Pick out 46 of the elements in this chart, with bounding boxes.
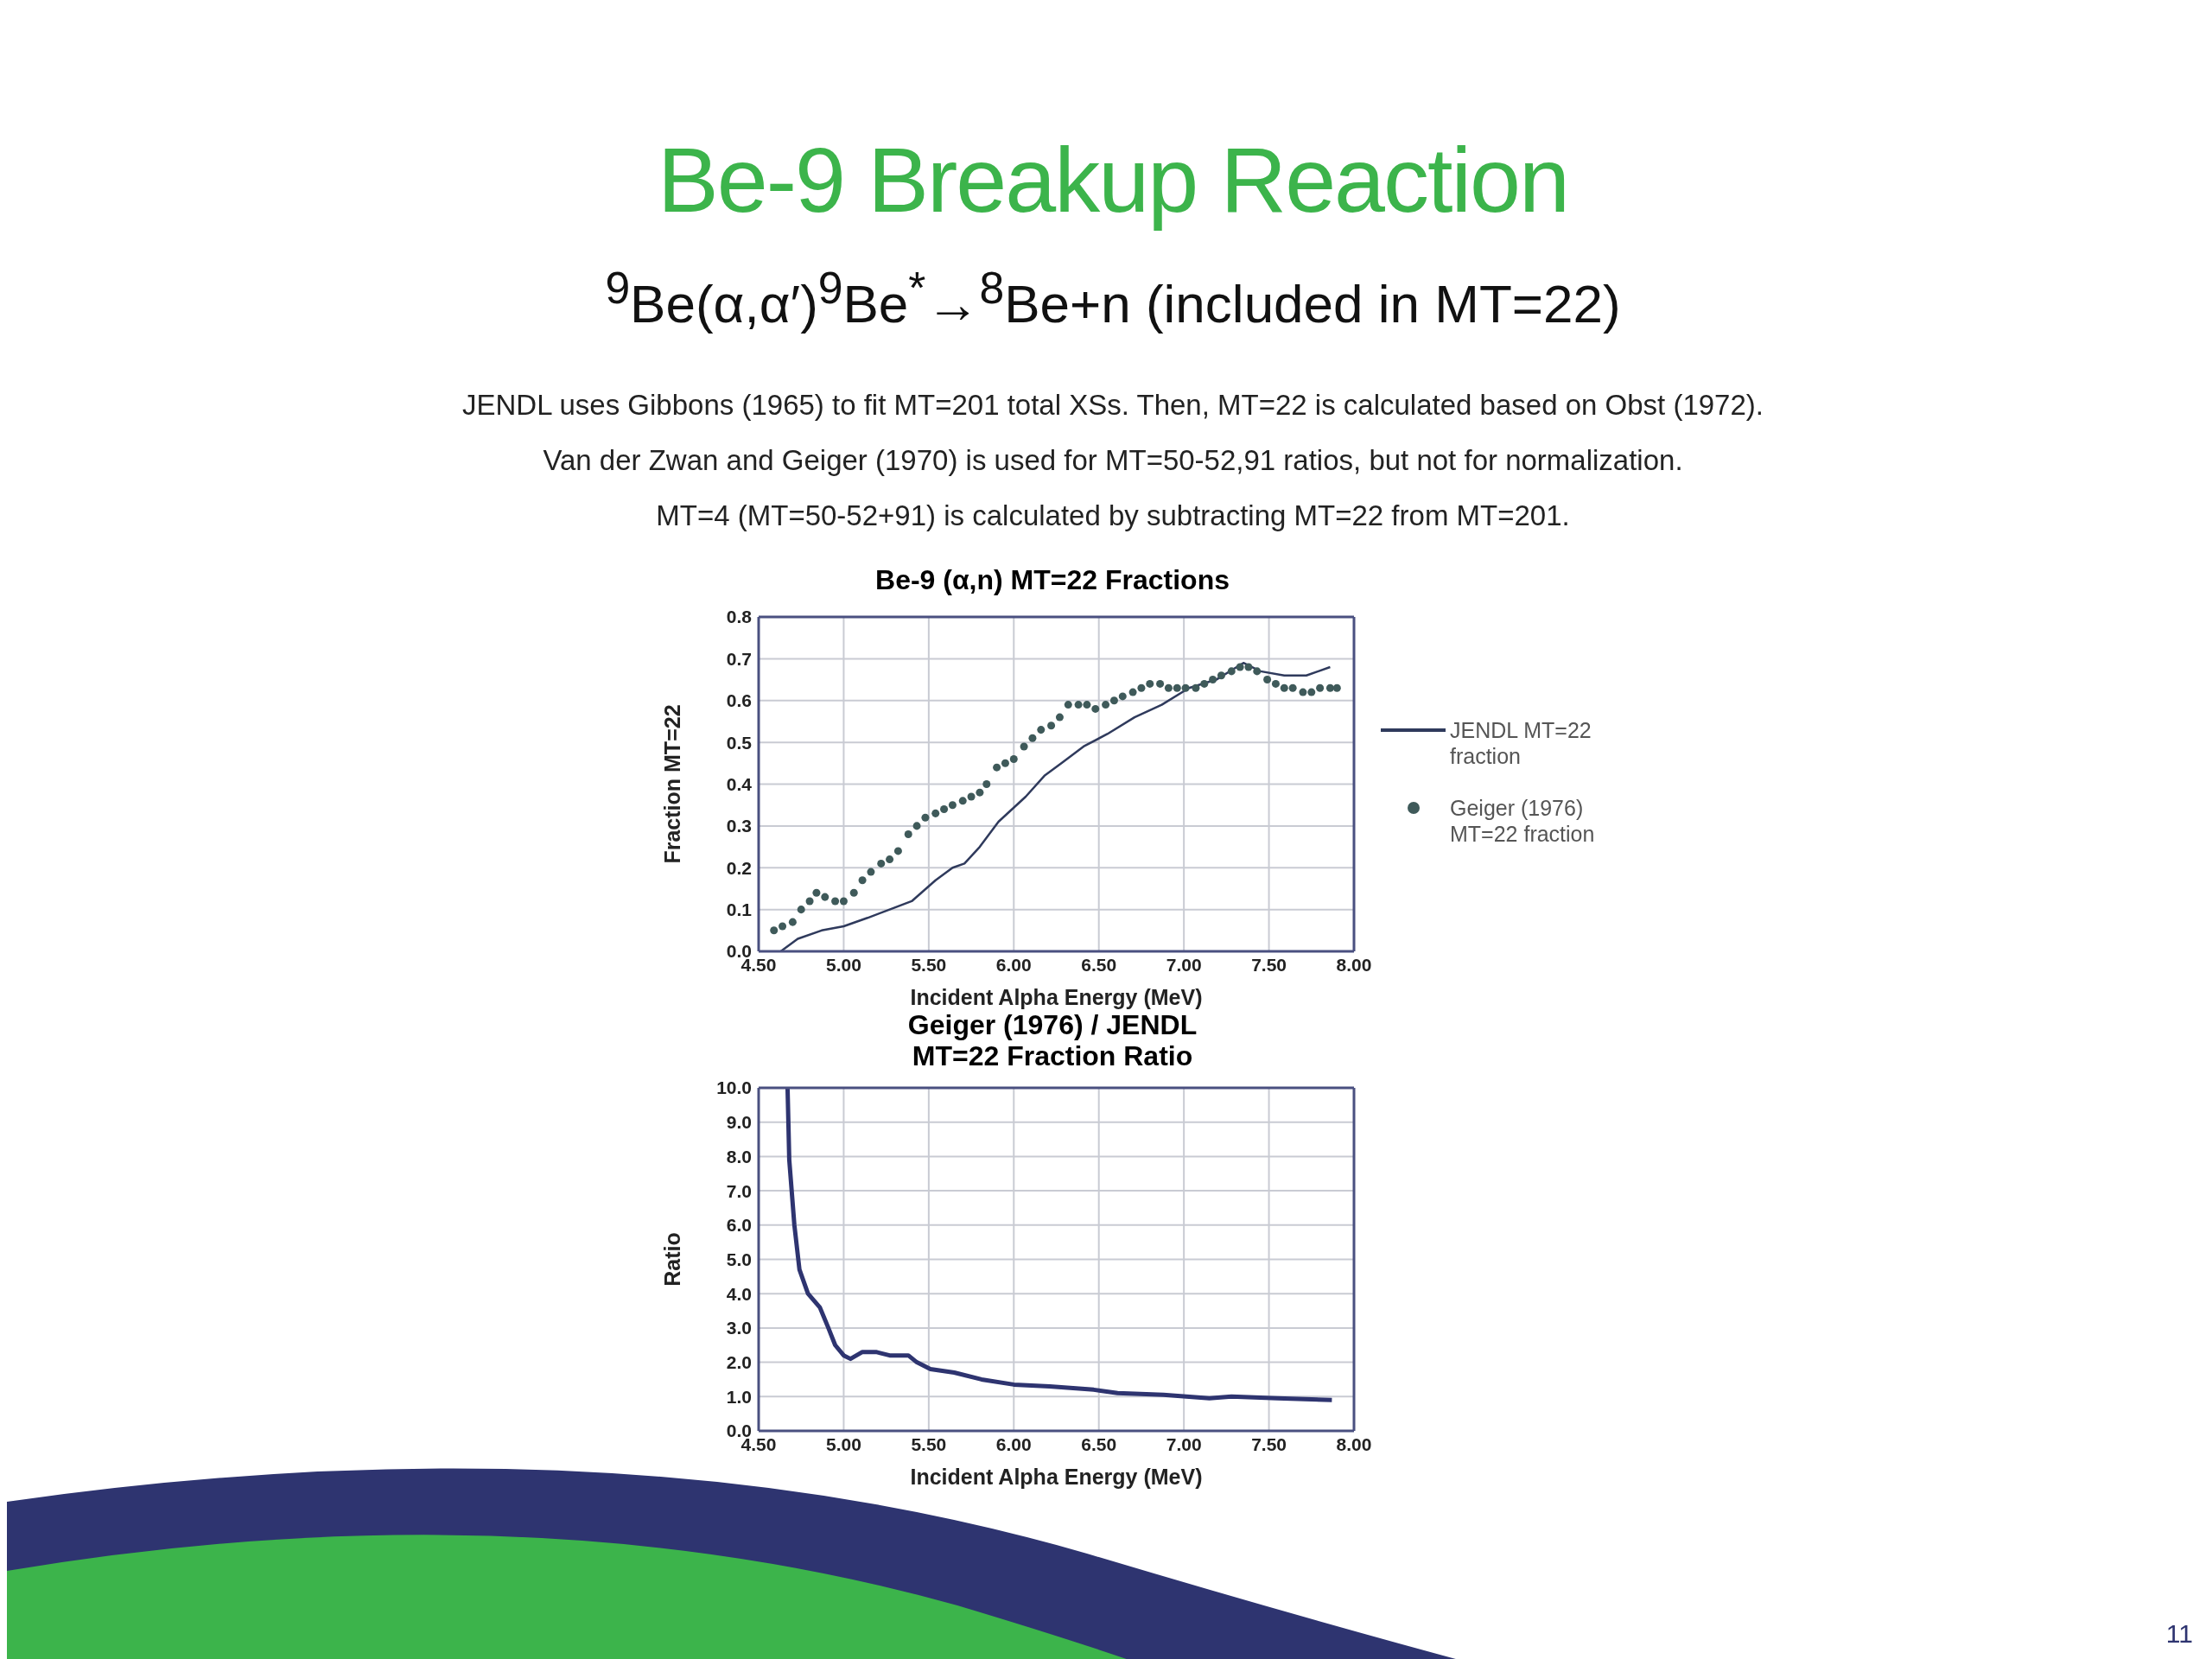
- x-tick-label: 5.50: [911, 954, 947, 975]
- x-axis-title: Incident Alpha Energy (MeV): [910, 985, 1203, 1009]
- y-axis-title: Ratio: [659, 1232, 684, 1287]
- text: MT=4 (MT=50-52+91) is calculated by subtracting MT=22 from MT=201.: [655, 499, 1571, 532]
- y-tick-label: 9.0: [726, 1112, 752, 1133]
- y-axis-title: Fraction MT=22: [659, 704, 684, 864]
- text: Be-9 Breakup Reaction: [657, 128, 1569, 232]
- text: $^{9}$Be(α,α′)$^{9}$Be$^{*}$→$^{8}$Be+n (included in MT=22): [604, 262, 1622, 334]
- x-tick-label: 7.00: [1166, 1433, 1202, 1454]
- chart-title: Geiger (1976) / JENDL MT=22 Fraction Ratio: [906, 1009, 1198, 1073]
- x-tick-label: 6.00: [995, 954, 1032, 975]
- x-tick-label: 5.00: [825, 954, 861, 975]
- y-tick-label: 2.0: [726, 1352, 752, 1373]
- x-tick-label: 8.00: [1336, 1433, 1372, 1454]
- x-tick-label: 7.50: [1251, 954, 1287, 975]
- y-tick-label: 3.0: [726, 1318, 752, 1338]
- x-tick-label: 5.00: [825, 1433, 861, 1454]
- y-tick-label: 0.6: [726, 690, 752, 711]
- y-tick-label: 0.8: [726, 607, 753, 627]
- x-tick-label: 6.50: [1081, 954, 1117, 975]
- y-tick-label: 1.0: [726, 1386, 752, 1407]
- legend-label: Geiger (1976) MT=22 fraction: [1450, 795, 1596, 847]
- y-tick-label: 10.0: [716, 1077, 752, 1098]
- x-tick-label: 5.50: [911, 1433, 947, 1454]
- x-tick-label: 7.50: [1251, 1433, 1287, 1454]
- legend-label: JENDL MT=22 fraction: [1450, 717, 1592, 769]
- y-tick-label: 7.0: [726, 1180, 752, 1201]
- y-tick-label: 4.0: [726, 1283, 752, 1304]
- y-tick-label: 0.4: [726, 773, 753, 794]
- text: 11: [2165, 1619, 2193, 1649]
- x-tick-label: 6.50: [1081, 1433, 1117, 1454]
- x-tick-label: 6.00: [995, 1433, 1032, 1454]
- y-tick-label: 0.3: [726, 816, 752, 836]
- y-tick-label: 6.0: [726, 1215, 752, 1236]
- chart-title: Be-9 (α,n) MT=22 Fractions: [874, 564, 1230, 597]
- y-tick-label: 0.2: [726, 857, 752, 878]
- y-tick-label: 8.0: [726, 1146, 752, 1166]
- x-axis-title: Incident Alpha Energy (MeV): [910, 1465, 1203, 1489]
- text: Van der Zwan and Geiger (1970) is used for MT=50-52,91 ratios, but not for normalization.: [542, 444, 1684, 477]
- y-tick-label: 0.1: [726, 899, 753, 920]
- x-tick-label: 8.00: [1336, 954, 1372, 975]
- y-tick-label: 5.0: [726, 1249, 752, 1269]
- y-tick-label: 0.5: [726, 732, 753, 753]
- text: JENDL uses Gibbons (1965) to fit MT=201 total XSs. Then, MT=22 is calculated based on Obst (1972).: [461, 389, 1764, 422]
- y-tick-label: 0.7: [726, 648, 752, 669]
- x-tick-label: 7.00: [1166, 954, 1202, 975]
